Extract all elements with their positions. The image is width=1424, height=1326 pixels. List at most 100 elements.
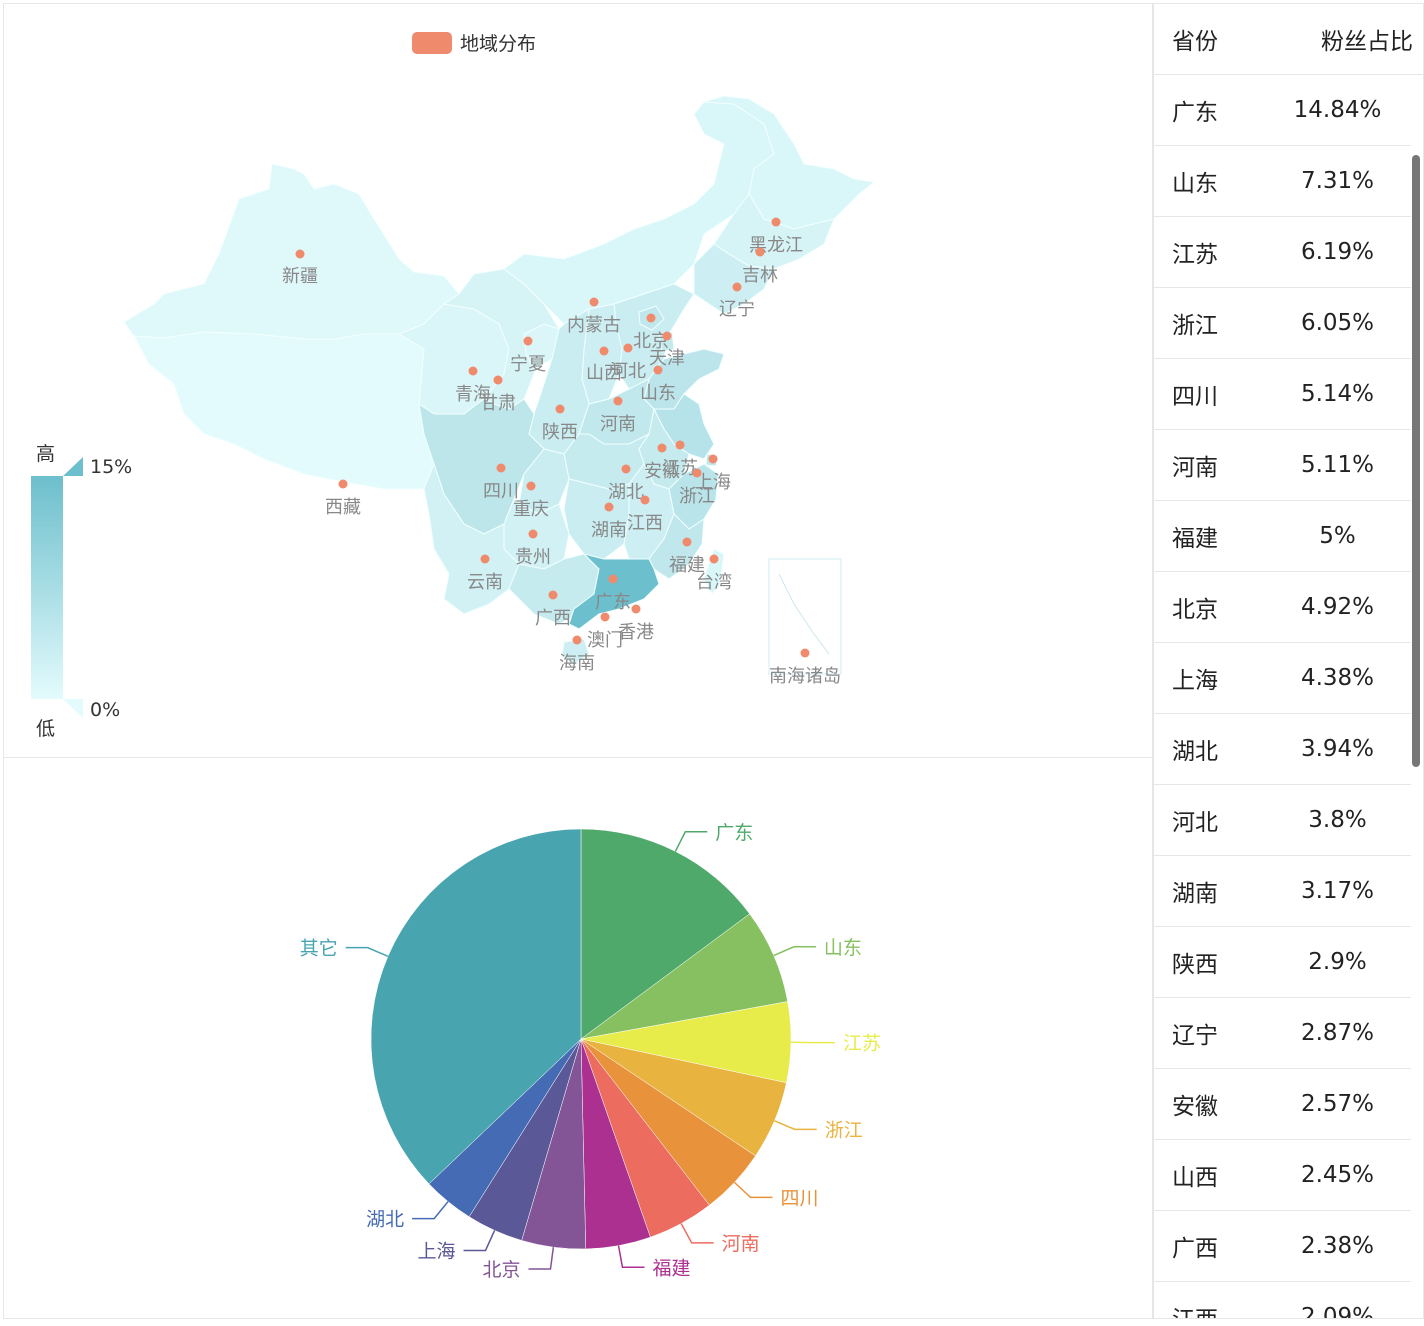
map-marker[interactable]: [682, 537, 692, 547]
row-ratio: 6.19%: [1300, 239, 1375, 265]
table-row[interactable]: 广东 14.84%: [1154, 75, 1411, 146]
row-ratio: 5.14%: [1300, 381, 1375, 407]
map-marker[interactable]: [572, 635, 582, 645]
visual-map-min-handle[interactable]: [63, 699, 83, 718]
table-row[interactable]: 上海 4.38%: [1154, 643, 1411, 714]
table-row[interactable]: 江苏 6.19%: [1154, 217, 1411, 288]
map-marker[interactable]: [709, 554, 719, 564]
map-marker[interactable]: [523, 336, 533, 346]
map-marker[interactable]: [623, 343, 633, 353]
map-marker[interactable]: [468, 366, 478, 376]
map-marker[interactable]: [608, 574, 618, 584]
pie-label-line: [674, 831, 708, 852]
map-marker[interactable]: [653, 365, 663, 375]
map-marker[interactable]: [493, 375, 503, 385]
region-yunnan[interactable]: [423, 462, 520, 615]
map-marker[interactable]: [800, 648, 810, 658]
table-row[interactable]: 山西 2.45%: [1154, 1140, 1411, 1211]
row-ratio: 14.84%: [1293, 97, 1382, 123]
map-marker[interactable]: [631, 604, 641, 614]
pie-slice-label: 上海: [418, 1240, 456, 1262]
table-row[interactable]: 湖南 3.17%: [1154, 856, 1411, 927]
row-province: 安徽: [1172, 1094, 1218, 1120]
region-taiwan[interactable]: [703, 548, 725, 595]
table-row[interactable]: 辽宁 2.87%: [1154, 998, 1411, 1069]
map-marker[interactable]: [604, 502, 614, 512]
map-region-label: 广东: [595, 592, 631, 613]
row-ratio: 5.11%: [1300, 452, 1375, 478]
table-row[interactable]: 福建 5%: [1154, 501, 1411, 572]
pie-label-line: [463, 1230, 496, 1252]
header-ratio: 粉丝占比: [1321, 29, 1413, 55]
map-marker[interactable]: [771, 217, 781, 227]
region-guangdong[interactable]: [568, 553, 660, 630]
map-marker[interactable]: [755, 247, 765, 257]
map-marker[interactable]: [613, 396, 623, 406]
map-marker[interactable]: [640, 495, 650, 505]
map-marker[interactable]: [621, 464, 631, 474]
pie-slice-label: 其它: [300, 938, 338, 960]
map-region-label: 四川: [483, 481, 519, 502]
table-row[interactable]: 江西 2.09%: [1154, 1282, 1411, 1318]
region-xizang[interactable]: [133, 331, 435, 490]
table-body[interactable]: 广东 14.84% 山东 7.31% 江苏 6.19% 浙江 6.05% 四川 5.14% 河南 5.…: [1154, 75, 1423, 1318]
map-region-label: 青海: [455, 384, 491, 405]
region-heilongjiang[interactable]: [703, 95, 876, 230]
table-row[interactable]: 四川 5.14%: [1154, 359, 1411, 430]
visual-map-min-text: 0%: [90, 699, 121, 721]
map-marker[interactable]: [599, 346, 609, 356]
map-marker[interactable]: [496, 463, 506, 473]
visual-map-gradient-bar[interactable]: [31, 476, 63, 699]
map-marker[interactable]: [589, 297, 599, 307]
map-marker[interactable]: [528, 529, 538, 539]
map-region-label: 吉林: [742, 265, 778, 286]
table-row[interactable]: 浙江 6.05%: [1154, 288, 1411, 359]
table-row[interactable]: 广西 2.38%: [1154, 1211, 1411, 1282]
table-row[interactable]: 北京 4.92%: [1154, 572, 1411, 643]
map-marker[interactable]: [338, 479, 348, 489]
map-marker[interactable]: [600, 612, 610, 622]
map-marker[interactable]: [662, 331, 672, 341]
row-ratio: 4.92%: [1300, 594, 1375, 620]
map-marker[interactable]: [646, 313, 656, 323]
region-nanhai[interactable]: [778, 573, 830, 655]
map-marker[interactable]: [555, 404, 565, 414]
table-row[interactable]: 陕西 2.9%: [1154, 927, 1411, 998]
pie-slice[interactable]: [580, 828, 750, 1040]
map-region-label: 河南: [600, 414, 636, 435]
map-marker[interactable]: [548, 590, 558, 600]
table-row[interactable]: 河南 5.11%: [1154, 430, 1411, 501]
map-region-label: 海南: [559, 653, 595, 674]
map-marker[interactable]: [732, 282, 742, 292]
map-region-label: 北京: [633, 331, 669, 352]
map-marker[interactable]: [708, 454, 718, 464]
region-xinjiang[interactable]: [123, 163, 460, 340]
map-marker[interactable]: [526, 481, 536, 491]
map-marker[interactable]: [692, 468, 702, 478]
region-gansu[interactable]: [442, 268, 560, 410]
map-marker[interactable]: [675, 440, 685, 450]
map-marker[interactable]: [295, 249, 305, 259]
table-row[interactable]: 河北 3.8%: [1154, 785, 1411, 856]
table-row[interactable]: 安徽 2.57%: [1154, 1069, 1411, 1140]
pie-label-line: [773, 946, 816, 957]
table-row[interactable]: 山东 7.31%: [1154, 146, 1411, 217]
south-china-sea-inset: [768, 558, 842, 675]
pie-slice-label: 广东: [715, 822, 753, 844]
visual-map-max-handle[interactable]: [63, 457, 83, 476]
table-row[interactable]: 湖北 3.94%: [1154, 714, 1411, 785]
map-region-label: 西藏: [325, 497, 361, 518]
row-province: 浙江: [1172, 313, 1218, 339]
map-region-label: 南海诸岛: [769, 666, 841, 687]
map-marker[interactable]: [657, 443, 667, 453]
map-marker[interactable]: [480, 554, 490, 564]
map-legend-item[interactable]: 地域分布: [412, 29, 536, 56]
region-liaoning[interactable]: [693, 243, 775, 315]
table-scrollbar[interactable]: [1412, 155, 1420, 767]
pie-label-line: [680, 1223, 714, 1244]
pie-slice[interactable]: [370, 828, 582, 1185]
row-province: 山西: [1172, 1165, 1218, 1191]
row-province: 广西: [1172, 1236, 1218, 1262]
